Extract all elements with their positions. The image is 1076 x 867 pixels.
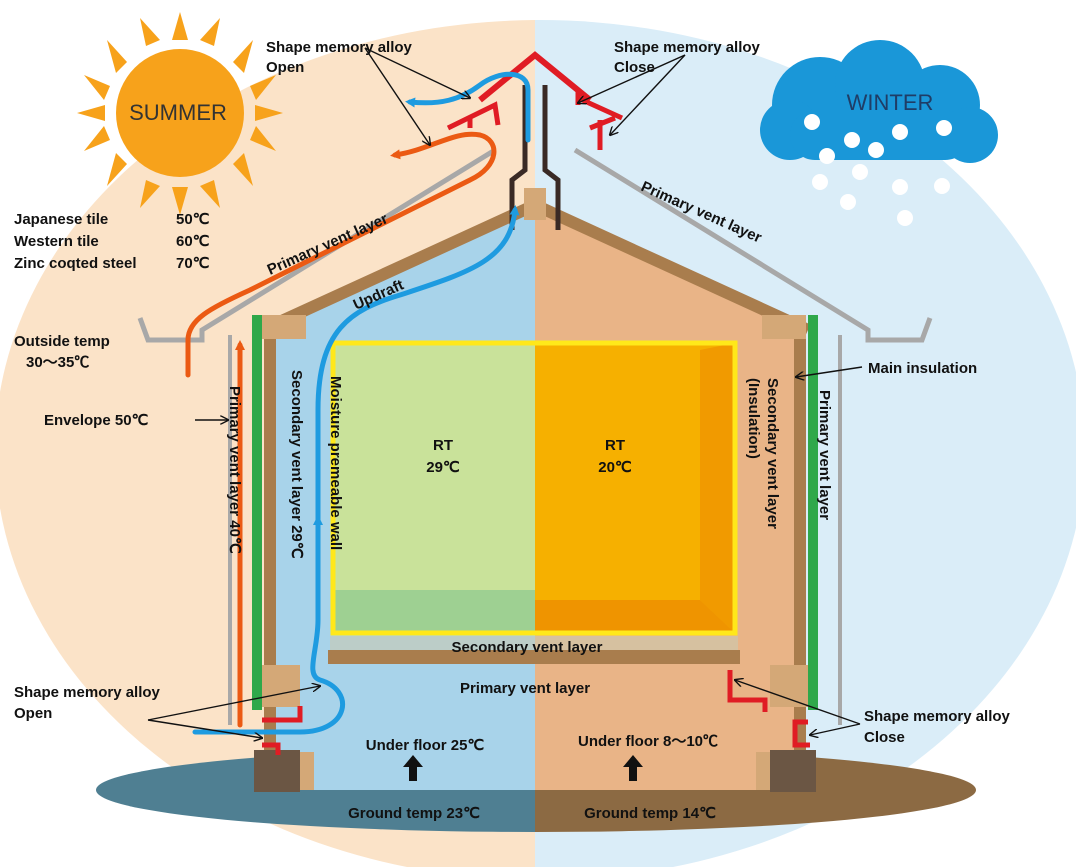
rt-summer-line2: 29℃: [426, 459, 460, 476]
sma-bottom-close-flap: [727, 670, 810, 748]
blue-airflow: [192, 71, 531, 735]
left-foundation: [254, 750, 300, 792]
tile-zinc: Zinc coqted steel: [14, 255, 137, 272]
winter-label: WINTER: [847, 90, 934, 115]
left-top-block: [262, 315, 306, 339]
secondary-vent-right-line2: (Insulation): [745, 378, 762, 459]
ridge-block: [524, 188, 546, 220]
primary-vent-roof: [137, 147, 933, 343]
room: [330, 340, 738, 636]
primary-vent-right-wall-label: Primary vent layer: [816, 390, 833, 520]
tile-western: Western tile: [14, 233, 99, 250]
secondary-vent-right-line1: Secondary vent layer: [764, 378, 781, 529]
right-green-envelope: [808, 315, 818, 710]
sma-top-open-flap: [446, 101, 501, 131]
secondary-vent-floor-label: Secondary vent layer: [452, 639, 603, 656]
snow-icon: [804, 114, 952, 226]
sun-icon: [77, 12, 283, 215]
right-foundation: [770, 750, 816, 792]
sma-bottom-open-flap: [262, 706, 303, 755]
sma-open-top-line2: Open: [266, 59, 304, 76]
left-frame-post: [264, 315, 276, 750]
floor: [328, 636, 740, 664]
sma-open-bottom-line1: Shape memory alloy: [14, 684, 161, 701]
orange-airflow: [185, 131, 497, 728]
rt-summer-line1: RT: [433, 437, 453, 454]
sma-close-bottom-line2: Close: [864, 729, 905, 746]
tile-japanese: Japanese tile: [14, 211, 108, 228]
tile-japanese-temp: 50℃: [176, 211, 210, 228]
left-wall: [228, 315, 314, 792]
right-frame-post: [794, 315, 806, 750]
rt-winter-line1: RT: [605, 437, 625, 454]
tile-zinc-temp: 70℃: [176, 255, 210, 272]
ground-summer-label: Ground temp 23℃: [348, 805, 480, 822]
outside-temp-line1: Outside temp: [14, 333, 110, 350]
envelope-label: Envelope 50℃: [44, 412, 149, 429]
under-floor-summer-label: Under floor 25℃: [366, 737, 485, 754]
outside-temp-line2: 30～35℃: [26, 354, 89, 371]
under-floor-winter-label: Under floor 8～10℃: [578, 733, 718, 750]
room-border: [330, 340, 738, 636]
sma-close-top-line2: Close: [614, 59, 655, 76]
primary-vent-floor-label: Primary vent layer: [460, 680, 590, 697]
ridge-cap: [478, 51, 592, 103]
labels: SUMMER WINTER Shape memory alloy Open Sh…: [14, 39, 1011, 822]
rt-winter-line2: 20℃: [598, 459, 632, 476]
left-green-envelope: [252, 315, 262, 710]
summer-label: SUMMER: [129, 100, 227, 125]
moisture-wall-label: Moisture premeable wall: [327, 376, 344, 550]
right-mid-block: [770, 665, 808, 707]
right-wall: [756, 315, 842, 792]
sma-close-bottom-line1: Shape memory alloy: [864, 708, 1011, 725]
tile-western-temp: 60℃: [176, 233, 210, 250]
left-mid-block: [262, 665, 300, 707]
cloud-icon: [760, 40, 998, 163]
secondary-vent-left-wall-label: Secondary vent layer 29℃: [288, 370, 305, 559]
ground-winter-label: Ground temp 14℃: [584, 805, 716, 822]
main-insulation-label: Main insulation: [868, 360, 977, 377]
sma-close-top-line1: Shape memory alloy: [614, 39, 761, 56]
sma-open-top-line1: Shape memory alloy: [266, 39, 413, 56]
right-top-block: [762, 315, 806, 339]
room-summer: [333, 343, 535, 633]
sma-open-bottom-line2: Open: [14, 705, 52, 722]
floor-beam: [328, 650, 740, 664]
up-arrow-icon: [403, 755, 643, 781]
primary-vent-left-wall-label: Primary vent layer 40℃: [226, 386, 243, 554]
under-floor-sma: [262, 670, 810, 755]
leader-lines: [147, 47, 863, 738]
